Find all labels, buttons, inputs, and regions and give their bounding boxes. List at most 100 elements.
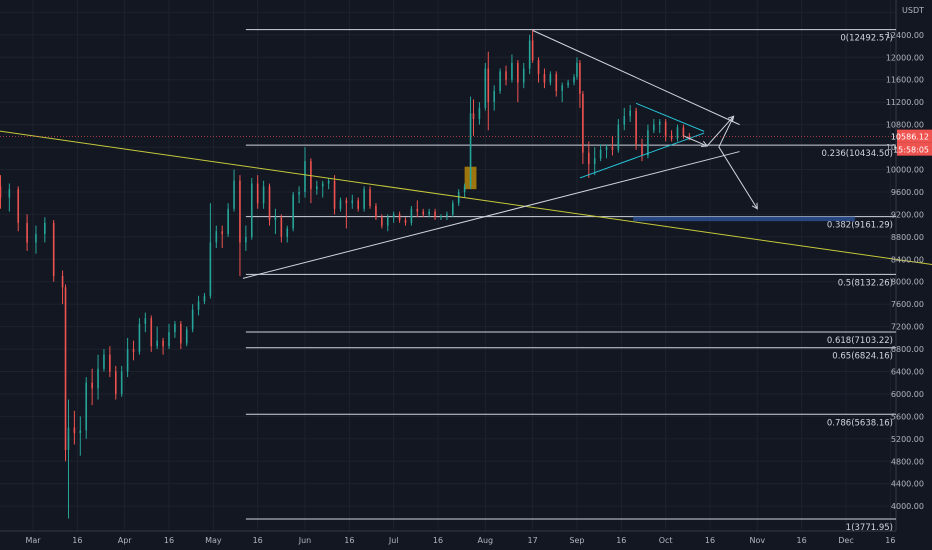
candle-body	[233, 180, 235, 209]
price-tick-label: 5200.00	[891, 435, 924, 444]
candle-body	[209, 242, 212, 296]
candle-body	[484, 68, 487, 108]
candle-body	[67, 427, 70, 451]
projection-arrow-2[interactable]	[706, 115, 735, 147]
price-tick-label: 7600.00	[891, 300, 924, 309]
candle-body	[221, 231, 224, 235]
candle-body	[463, 186, 466, 192]
candle-body	[245, 236, 247, 243]
yellow-trendline[interactable]	[0, 127, 932, 266]
candle-body	[292, 194, 294, 229]
price-tick-label: 9200.00	[891, 210, 924, 219]
candle-body	[150, 318, 153, 347]
candle-body	[357, 200, 359, 209]
time-tick-label: 16	[253, 536, 263, 545]
candle-body	[132, 349, 135, 352]
time-tick-label: Oct	[659, 536, 673, 545]
candle-body	[256, 183, 259, 204]
candle-body	[262, 186, 265, 204]
fib-level-label: 1(3771.95)	[846, 523, 893, 533]
candle-body	[85, 382, 88, 431]
candle-body	[593, 158, 596, 164]
candle-body	[203, 295, 206, 302]
price-tick-label: 11600.00	[886, 76, 924, 85]
fib-level-label: 0(12492.57)	[840, 34, 893, 44]
price-tick-label: 11200.00	[886, 98, 924, 107]
candle-body	[555, 74, 558, 91]
candle-body	[144, 318, 147, 324]
projection-arrow-1[interactable]	[683, 135, 708, 147]
rising-support-line[interactable]	[242, 151, 740, 279]
time-tick-label: Jul	[388, 536, 399, 545]
target-zone-box[interactable]	[633, 216, 855, 222]
candle-body	[174, 323, 176, 333]
candle-body	[286, 228, 289, 237]
fib-level-label: 0.382(9161.29)	[827, 221, 893, 231]
triangle-upper-line[interactable]	[635, 102, 705, 132]
candle-body	[274, 217, 277, 221]
candle-body	[363, 189, 365, 209]
candle-body	[469, 113, 472, 187]
candle-body	[8, 189, 11, 198]
candle-body	[44, 222, 46, 235]
candle-body	[239, 180, 241, 243]
candle-body	[531, 40, 534, 61]
candle-body	[416, 208, 419, 212]
candle-body	[664, 121, 667, 136]
candle-body	[26, 222, 28, 243]
time-tick-label: Nov	[749, 536, 765, 545]
candle-body	[617, 124, 620, 150]
drawing-lines[interactable]	[0, 29, 932, 279]
time-tick-label: Jun	[298, 536, 312, 545]
price-tick-label: 6000.00	[891, 390, 924, 399]
candle-body	[392, 214, 395, 218]
projection-arrow-3[interactable]	[718, 116, 758, 210]
candle-body	[537, 60, 540, 75]
candle-body	[549, 74, 552, 83]
time-tick-label: 16	[164, 536, 174, 545]
time-tick-label: 16	[885, 536, 895, 545]
candle-body	[567, 82, 569, 86]
candle-body	[120, 371, 123, 394]
price-tick-label: 6400.00	[891, 368, 924, 377]
price-tick-label: 10800.00	[886, 121, 924, 130]
candle-body	[658, 121, 661, 125]
candle-body	[511, 62, 513, 80]
candle-body	[316, 186, 318, 190]
time-axis[interactable]: Mar 16 Apr 16 May 16 Jun 16 Jul 16 Aug 17 Sep 16 Oct 16…	[25, 536, 895, 545]
falling-resistance-line[interactable]	[532, 29, 740, 126]
time-tick-label: 16	[705, 536, 715, 545]
candle-body	[472, 113, 475, 120]
price-tick-label: 8000.00	[891, 278, 924, 287]
price-tick-label: 12000.00	[886, 53, 924, 62]
candle-body	[688, 135, 691, 137]
arrowhead	[751, 202, 758, 210]
current-price-label: 10586.12	[891, 133, 929, 142]
time-tick-label: 16	[616, 536, 626, 545]
price-axis[interactable]: 4000.00 4400.00 4800.00 5200.00 5600.00 6000.…	[886, 6, 924, 511]
candle-body	[386, 217, 389, 226]
price-tick-label: 12400.00	[886, 31, 924, 40]
triangle-lower-line[interactable]	[579, 132, 705, 179]
candle-body	[345, 200, 348, 204]
candle-body	[422, 211, 425, 215]
price-tick-label: 8400.00	[891, 255, 924, 264]
candle-body	[599, 149, 602, 159]
time-tick-label: May	[205, 536, 222, 545]
time-tick-label: 16	[797, 536, 807, 545]
candle-body	[103, 354, 105, 369]
fib-level-label: 0.5(8132.26)	[838, 278, 893, 288]
candle-body	[17, 189, 20, 223]
candle-body	[446, 214, 448, 217]
candle-body	[52, 222, 55, 277]
time-tick-label: Sep	[569, 536, 584, 545]
candle-body	[576, 62, 578, 77]
currency-label: USDT	[902, 6, 924, 15]
time-tick-label: 16	[433, 536, 443, 545]
fibonacci-retracement[interactable]: 0(12492.57) 0.236(10434.50) 0.382(9161.29)…	[245, 29, 896, 533]
candle-body	[528, 40, 531, 69]
candle-body	[404, 220, 407, 223]
fib-level-label: 0.65(6824.16)	[832, 352, 893, 362]
